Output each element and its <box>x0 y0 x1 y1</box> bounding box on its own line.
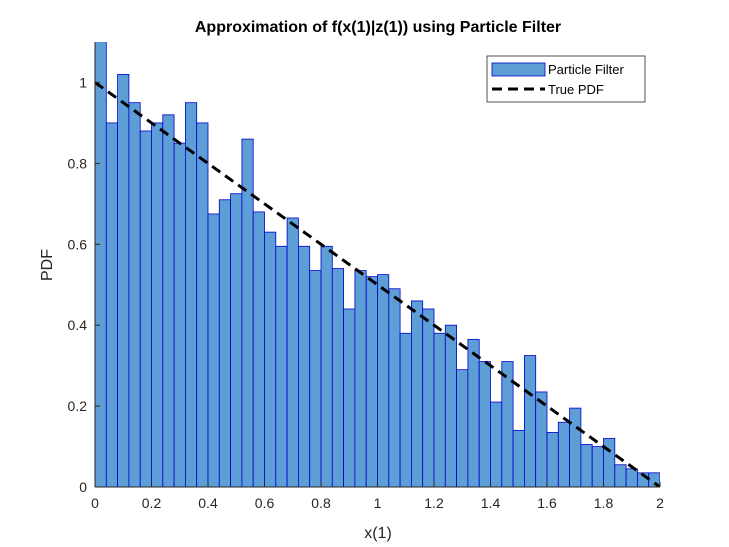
x-tick-label: 0.4 <box>198 495 218 511</box>
histogram-bar <box>117 73 130 487</box>
histogram-bar <box>512 429 525 487</box>
x-tick-label: 1.8 <box>594 495 614 511</box>
true-pdf-line <box>95 81 660 487</box>
histogram-bar <box>467 338 480 487</box>
y-tick-label: 0.4 <box>68 317 88 333</box>
x-tick-label: 0.8 <box>311 495 331 511</box>
histogram-bar <box>95 42 107 487</box>
x-tick-label: 1 <box>374 495 382 511</box>
histogram-bar <box>275 245 288 487</box>
histogram-bar <box>433 332 446 487</box>
histogram-bar <box>331 268 344 487</box>
histogram-bar <box>196 122 209 487</box>
histogram-bar <box>286 217 299 487</box>
legend-label-true-pdf: True PDF <box>548 82 604 97</box>
histogram-bar <box>422 308 435 487</box>
histogram-bar <box>614 464 627 487</box>
histogram-bar <box>230 193 243 487</box>
x-tick-label: 2 <box>656 495 664 511</box>
histogram-bar <box>490 401 503 487</box>
x-tick-label: 0.6 <box>255 495 275 511</box>
x-tick-label: 1.6 <box>537 495 557 511</box>
histogram-bar <box>241 138 254 487</box>
histogram-bar <box>524 355 537 487</box>
histogram-bar <box>218 199 232 487</box>
y-tick-label: 1 <box>79 74 87 90</box>
histogram-bar <box>569 407 582 487</box>
x-tick-label: 0.2 <box>142 495 162 511</box>
histogram-bar <box>128 102 141 487</box>
histogram-bar <box>557 421 570 487</box>
histogram-bar <box>410 300 424 487</box>
histogram-bar <box>184 102 198 487</box>
histogram-bar <box>501 361 514 487</box>
histogram-bar <box>207 213 220 487</box>
histogram-bar <box>603 438 616 487</box>
histogram-bar <box>365 276 378 487</box>
histogram-bar <box>625 468 638 487</box>
histogram-bar <box>478 361 491 487</box>
y-tick-label: 0.2 <box>68 398 88 414</box>
x-tick-label: 0 <box>91 495 99 511</box>
x-axis-label: x(1) <box>364 525 392 542</box>
y-tick-label: 0.8 <box>68 155 88 171</box>
legend-label-particle-filter: Particle Filter <box>548 62 625 77</box>
histogram-bar <box>297 245 311 487</box>
chart-title: Approximation of f(x(1)|z(1)) using Part… <box>195 19 561 36</box>
histogram-bar <box>173 142 186 487</box>
y-tick-label: 0 <box>79 479 87 495</box>
histogram-bar <box>343 308 356 487</box>
histogram-bar <box>162 114 175 487</box>
x-tick-label: 1.2 <box>424 495 444 511</box>
histogram-bar <box>388 288 401 487</box>
y-axis-label: PDF <box>39 249 56 281</box>
histogram-bar <box>354 270 367 487</box>
legend-swatch-particle-filter <box>491 62 546 77</box>
histogram-bar <box>535 391 548 487</box>
histogram-bar <box>320 245 333 487</box>
histogram-bar <box>591 446 604 487</box>
legend: Particle Filter True PDF <box>486 55 646 103</box>
x-tick-label: 1.4 <box>481 495 501 511</box>
histogram-bar <box>309 270 322 487</box>
histogram-bar <box>456 369 469 487</box>
histogram-bar <box>139 130 152 487</box>
histogram-bar <box>399 332 412 487</box>
histogram-bar <box>444 324 457 487</box>
plot-area: 0 0.2 0.4 0.6 0.8 1 1.2 1.4 1.6 1.8 2 0 0.2 0.4 0.6 0.8… <box>68 42 664 511</box>
histogram-bar <box>546 431 559 487</box>
histogram-bar <box>580 444 593 487</box>
histogram-bar <box>252 211 265 487</box>
histogram-bar <box>151 122 164 487</box>
histogram-bar <box>105 122 119 487</box>
histogram-bar <box>377 274 390 487</box>
histogram-bar <box>264 231 277 487</box>
y-tick-label: 0.6 <box>68 236 88 252</box>
